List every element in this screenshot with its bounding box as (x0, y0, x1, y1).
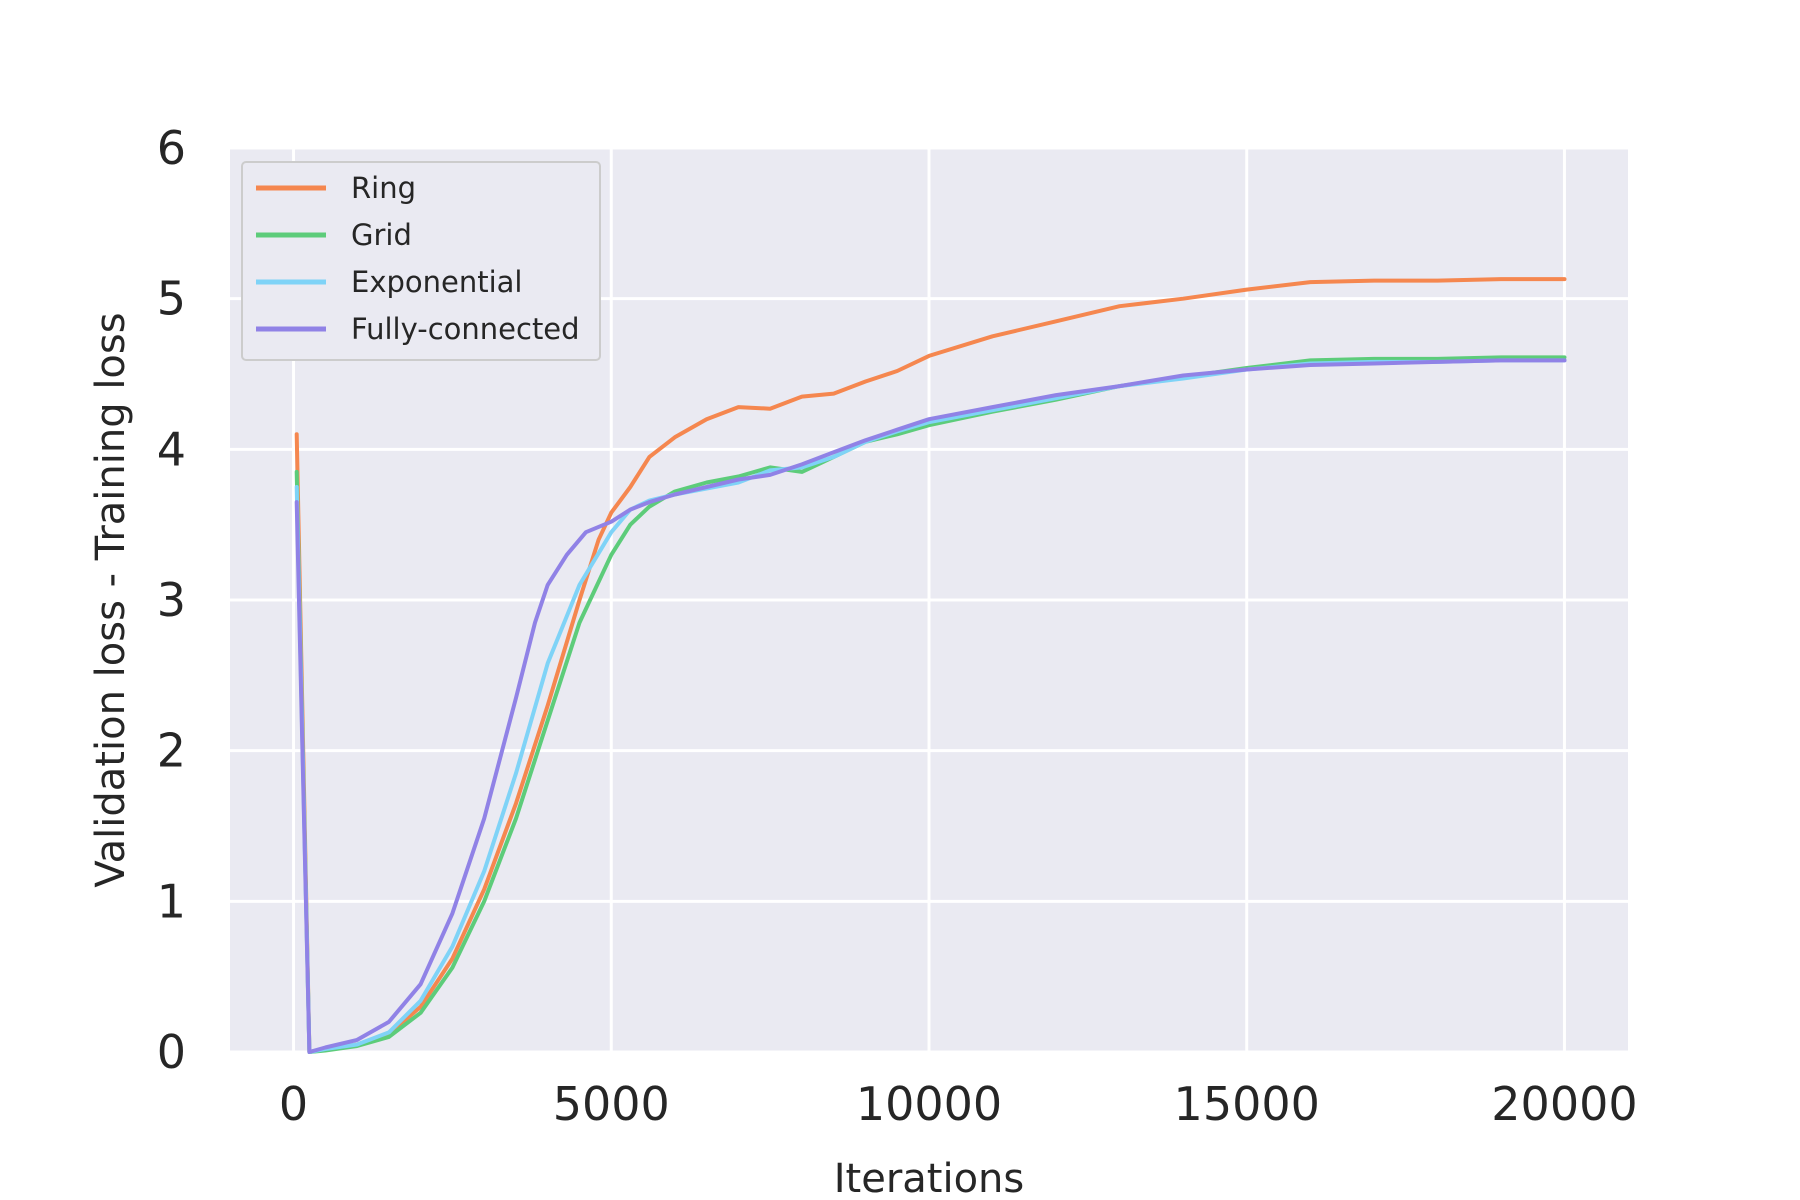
x-tick-label: 10000 (856, 1077, 1002, 1131)
legend-label-grid: Grid (351, 218, 412, 252)
x-tick-label: 20000 (1491, 1077, 1637, 1131)
legend-label-exponential: Exponential (351, 265, 523, 299)
legend-label-fully-connected: Fully-connected (351, 312, 580, 346)
tick-labels: 0 5000 10000 15000 20000 0 1 2 3 4 5 6 (157, 121, 1638, 1131)
x-axis-label: Iterations (834, 1156, 1025, 1200)
legend-label-ring: Ring (351, 171, 416, 205)
y-tick-label: 0 (157, 1025, 186, 1079)
y-tick-label: 3 (157, 573, 186, 627)
y-tick-label: 5 (157, 272, 186, 326)
series-lines (294, 277, 1567, 1054)
x-tick-label: 0 (279, 1077, 308, 1131)
grid-lines (230, 146, 1628, 1054)
y-tick-label: 6 (157, 121, 186, 175)
legend-box (241, 161, 601, 361)
y-axis-label: Validation loss - Training loss (88, 312, 134, 887)
x-tick-label: 15000 (1174, 1077, 1320, 1131)
legend: Ring Grid Exponential Fully-connected (241, 161, 601, 361)
series-line-ring (294, 277, 1567, 1054)
series-line-fully-connected (294, 358, 1567, 1054)
x-tick-label: 5000 (553, 1077, 670, 1131)
y-tick-label: 2 (157, 724, 186, 778)
y-tick-label: 1 (157, 874, 186, 928)
y-tick-label: 4 (157, 422, 186, 476)
